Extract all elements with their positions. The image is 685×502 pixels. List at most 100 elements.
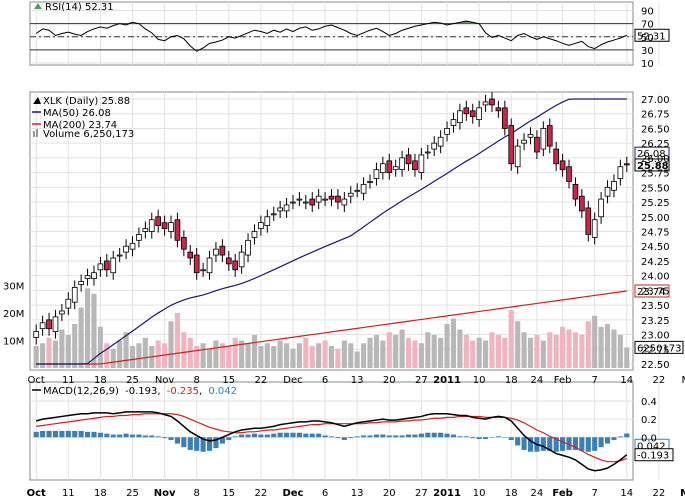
macd-histogram-bar bbox=[283, 432, 290, 438]
volume-bar bbox=[91, 293, 97, 368]
macd-histogram-bar bbox=[110, 434, 116, 438]
candle bbox=[495, 107, 502, 112]
volume-bar bbox=[264, 343, 270, 368]
volume-layer: 6250173 bbox=[33, 288, 684, 368]
candle bbox=[585, 207, 592, 235]
macd-histogram-bar bbox=[367, 435, 373, 438]
candle bbox=[187, 251, 194, 259]
macd-histogram-bar bbox=[611, 437, 617, 440]
candle bbox=[52, 316, 59, 333]
price-y-tick-label: 24.25 bbox=[641, 257, 670, 268]
volume-bar bbox=[348, 343, 354, 368]
volume-bar bbox=[560, 326, 566, 368]
price-y-tick-label: 25.25 bbox=[641, 198, 670, 209]
macd-x-tick-label: 20 bbox=[383, 488, 396, 499]
candle bbox=[527, 133, 534, 138]
ma200-line bbox=[36, 290, 627, 365]
macd-signal-line bbox=[36, 413, 627, 463]
volume-bar bbox=[239, 340, 245, 368]
macd-histogram-bar bbox=[129, 434, 136, 438]
macd-histogram-bar bbox=[200, 437, 206, 452]
volume-bar bbox=[277, 340, 283, 368]
price-x-tick-label: 6 bbox=[322, 375, 328, 386]
volume-bar bbox=[194, 346, 200, 368]
macd-histogram-bar bbox=[457, 436, 463, 438]
price-y-tick-label: 25.50 bbox=[641, 183, 670, 194]
candle bbox=[508, 125, 515, 165]
macd-histogram-bar bbox=[380, 434, 386, 438]
candle bbox=[181, 236, 187, 250]
candle bbox=[469, 110, 476, 118]
volume-current-box bbox=[634, 340, 684, 354]
macd-current-label: -0.193 bbox=[637, 451, 669, 462]
rsi-y-tick-label: 70 bbox=[641, 20, 654, 31]
macd-x-tick-label: 13 bbox=[351, 488, 364, 499]
price-y-tick-label: 25.00 bbox=[641, 213, 670, 224]
macd-x-tick-label: 24 bbox=[531, 488, 544, 499]
volume-bar bbox=[303, 337, 309, 368]
macd-histogram-bar bbox=[393, 435, 399, 438]
price-y-tick-label: 24.00 bbox=[641, 272, 670, 283]
macd-legend-name: MACD(12,26,9) bbox=[43, 386, 119, 397]
candle bbox=[168, 222, 174, 232]
hist-legend-value: 0.042 bbox=[208, 386, 237, 397]
signal-legend-value: -0.235 bbox=[167, 386, 199, 397]
macd-histogram-bar bbox=[162, 437, 168, 439]
macd-histogram-bar bbox=[598, 437, 604, 448]
macd-histogram-bar bbox=[412, 434, 418, 438]
macd-histogram-bar bbox=[97, 432, 103, 438]
candle bbox=[347, 192, 354, 197]
macd-x-tick-label: 18 bbox=[94, 488, 107, 499]
volume-bar bbox=[361, 343, 367, 368]
volume-bar bbox=[373, 335, 380, 368]
macd-histogram-bar bbox=[508, 437, 514, 440]
hist-current-label: 0.042 bbox=[637, 441, 666, 452]
macd-histogram-bar bbox=[335, 437, 341, 439]
candle bbox=[296, 198, 303, 201]
macd-histogram-bar bbox=[566, 437, 572, 450]
price-x-tick-label: 20 bbox=[383, 375, 396, 386]
macd-histogram-bar bbox=[373, 434, 380, 438]
price-x-tick-label: 25 bbox=[126, 375, 139, 386]
macd-histogram-bar bbox=[553, 437, 559, 452]
macd-histogram-bar bbox=[271, 433, 277, 438]
candle bbox=[540, 128, 547, 150]
price-y-tick-label: 23.50 bbox=[641, 301, 670, 312]
macd-histogram-bar bbox=[239, 434, 245, 438]
macd-histogram-bar bbox=[354, 436, 360, 438]
price-y-tick-label: 22.75 bbox=[641, 345, 670, 356]
volume-bar bbox=[592, 315, 598, 368]
macd-histogram-bar bbox=[502, 437, 508, 438]
volume-bar bbox=[431, 335, 437, 368]
macd-histogram-bar bbox=[560, 437, 566, 451]
volume-bar bbox=[52, 340, 59, 368]
macd-y-tick-label: 0.2 bbox=[641, 415, 657, 426]
volume-bar bbox=[399, 329, 405, 368]
volume-bar bbox=[527, 337, 534, 368]
candle bbox=[341, 198, 348, 206]
macd-histogram-bar bbox=[206, 437, 213, 451]
macd-y-tick-label: 0.4 bbox=[641, 397, 657, 408]
macd-histogram-bar bbox=[303, 433, 309, 438]
price-y-tick-label: 23.75 bbox=[641, 286, 670, 297]
candle bbox=[97, 263, 104, 271]
volume-bar bbox=[604, 324, 611, 368]
price-y-tick-label: 27.00 bbox=[641, 95, 670, 106]
candle bbox=[521, 139, 527, 144]
rsi-y-tick-label: 90 bbox=[641, 7, 654, 18]
price-legend-swatch bbox=[33, 97, 41, 104]
volume-bar bbox=[566, 329, 572, 368]
macd-histogram-bar bbox=[245, 434, 251, 438]
volume-y-tick-label: 20M bbox=[3, 309, 24, 320]
rsi-legend: RSI(14) 52.31 bbox=[34, 2, 114, 13]
candle bbox=[579, 195, 585, 212]
price-x-tick-label: 24 bbox=[531, 375, 544, 386]
macd-histogram-bar bbox=[444, 433, 450, 438]
volume-bar bbox=[367, 337, 373, 368]
volume-bar bbox=[585, 321, 591, 368]
macd-histogram-bar bbox=[328, 436, 335, 438]
volume-bar bbox=[226, 346, 232, 368]
macd-x-tick-label: 11 bbox=[62, 488, 75, 499]
candle bbox=[302, 201, 309, 204]
